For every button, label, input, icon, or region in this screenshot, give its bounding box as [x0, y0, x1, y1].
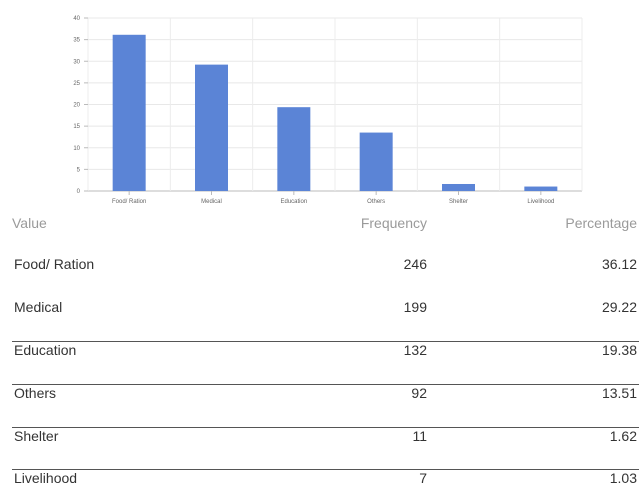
bar — [442, 183, 475, 191]
row-divider — [12, 427, 639, 428]
x-tick-label: Food/ Ration — [112, 199, 146, 205]
bar — [277, 107, 311, 191]
bar — [112, 34, 146, 191]
chart-grid — [87, 17, 583, 192]
y-tick-label: 40 — [73, 16, 80, 22]
y-axis: 0 5 10 15 20 25 30 35 40 — [73, 16, 88, 195]
header-frequency: Frequency — [360, 215, 427, 231]
row-value: Livelihood — [14, 470, 78, 486]
table-row: Medical 199 29.22 — [0, 296, 643, 318]
bar-chart: 0 5 10 15 20 25 30 35 40 Food/ Ration Medical Educ… — [73, 16, 583, 205]
table-header: Value Frequency Percentage — [0, 212, 643, 234]
row-value: Medical — [14, 299, 63, 315]
row-divider — [12, 469, 639, 470]
y-tick-label: 35 — [73, 38, 80, 44]
table-row: Livelihood 7 1.03 — [0, 467, 643, 489]
table-row: Education 132 19.38 — [0, 339, 643, 361]
x-tick-label: Education — [280, 199, 307, 205]
bar — [359, 132, 393, 191]
y-tick-label: 20 — [73, 103, 80, 109]
bar — [524, 186, 558, 191]
chart-bars — [112, 34, 558, 191]
table-row: Food/ Ration 246 36.12 — [0, 253, 643, 275]
row-value: Shelter — [14, 428, 59, 444]
row-percentage: 19.38 — [601, 342, 637, 358]
y-tick-label: 5 — [77, 167, 81, 173]
y-tick-label: 0 — [77, 189, 81, 195]
row-divider — [12, 384, 639, 385]
row-value: Education — [14, 342, 77, 358]
row-percentage: 1.62 — [609, 428, 637, 444]
row-frequency: 199 — [403, 299, 427, 315]
row-percentage: 36.12 — [601, 256, 637, 272]
row-percentage: 13.51 — [601, 385, 637, 401]
bar — [195, 64, 228, 191]
header-value: Value — [12, 215, 47, 231]
table-row: Others 92 13.51 — [0, 382, 643, 404]
y-tick-label: 10 — [73, 146, 80, 152]
row-percentage: 1.03 — [609, 470, 637, 486]
x-tick-label: Others — [367, 199, 385, 205]
row-percentage: 29.22 — [601, 299, 637, 315]
header-percentage: Percentage — [565, 215, 637, 231]
table-row: Shelter 11 1.62 — [0, 425, 643, 447]
y-tick-label: 30 — [73, 59, 80, 65]
x-tick-label: Medical — [201, 199, 222, 205]
row-frequency: 11 — [412, 428, 427, 444]
x-axis: Food/ Ration Medical Education Others Shelte… — [112, 191, 554, 205]
row-divider — [12, 341, 639, 342]
row-value: Food/ Ration — [14, 256, 95, 272]
row-value: Others — [14, 385, 57, 401]
row-frequency: 92 — [411, 385, 427, 401]
row-frequency: 246 — [403, 256, 427, 272]
x-tick-label: Shelter — [449, 199, 468, 205]
row-frequency: 132 — [403, 342, 427, 358]
x-tick-label: Livelihood — [527, 199, 554, 205]
y-tick-label: 25 — [73, 81, 80, 87]
row-frequency: 7 — [419, 470, 427, 486]
y-tick-label: 15 — [73, 124, 80, 130]
